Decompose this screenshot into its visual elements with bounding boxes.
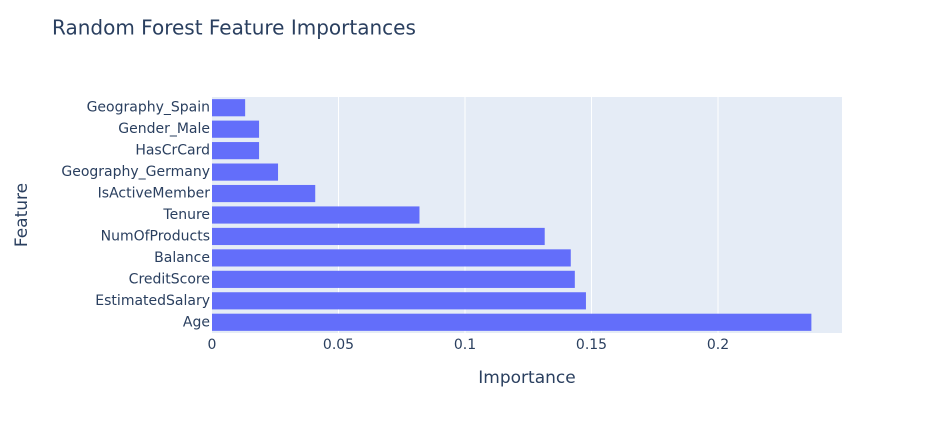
x-tick-label: 0.1 xyxy=(454,337,476,353)
bar xyxy=(212,206,420,224)
bar xyxy=(212,313,812,331)
bar xyxy=(212,227,545,246)
x-axis-title: Importance xyxy=(478,368,575,388)
bar xyxy=(212,249,571,267)
y-tick-label: EstimatedSalary xyxy=(95,293,210,309)
y-tick-label: Balance xyxy=(154,250,210,266)
y-tick-label: CreditScore xyxy=(129,271,210,287)
y-tick-label: NumOfProducts xyxy=(101,228,210,244)
y-tick-label: Geography_Spain xyxy=(87,100,210,116)
bar xyxy=(212,292,586,310)
y-tick-label: Age xyxy=(183,314,210,330)
bar xyxy=(212,184,316,203)
x-tick-label: 0.2 xyxy=(707,337,729,353)
bar xyxy=(212,120,260,138)
bar xyxy=(212,270,575,288)
y-tick-label: Gender_Male xyxy=(118,121,210,137)
x-tick-label: 0 xyxy=(208,337,217,353)
bar xyxy=(212,163,279,181)
x-tick-label: 0.15 xyxy=(576,337,607,353)
y-tick-label: HasCrCard xyxy=(135,143,210,159)
bar xyxy=(212,99,246,117)
x-tick-label: 0.05 xyxy=(323,337,354,353)
y-axis-title: Feature xyxy=(12,183,32,247)
y-tick-label: IsActiveMember xyxy=(98,186,211,202)
chart-title: Random Forest Feature Importances xyxy=(52,16,416,40)
y-tick-label: Tenure xyxy=(162,207,210,223)
bar xyxy=(212,142,260,160)
y-tick-label: Geography_Germany xyxy=(61,164,210,180)
